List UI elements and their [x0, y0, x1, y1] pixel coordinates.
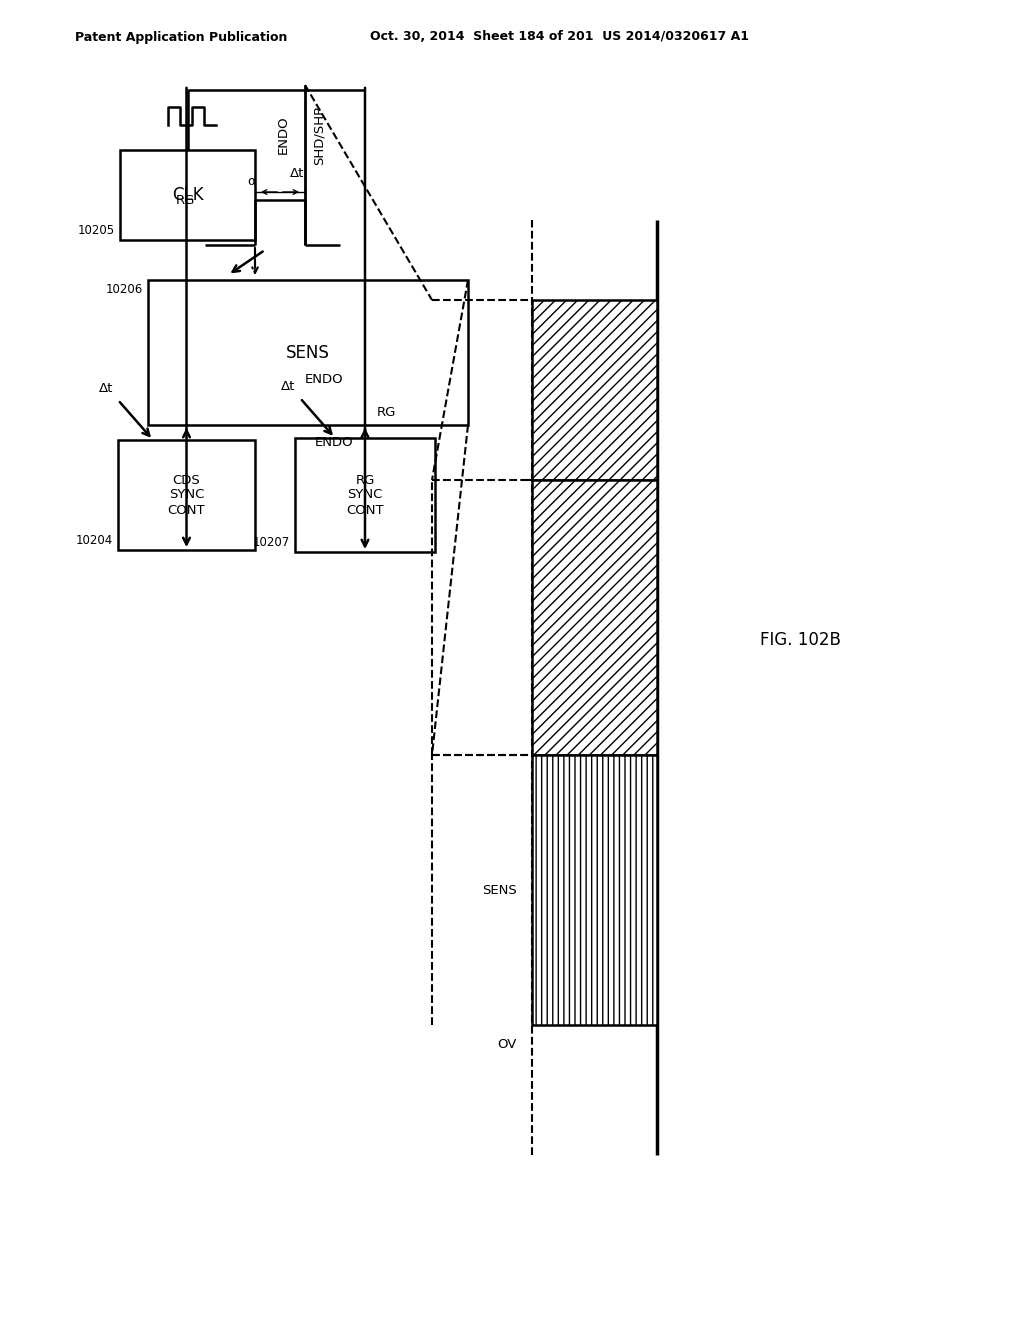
Text: Δt: Δt	[281, 380, 295, 393]
Text: RG
SYNC
CONT: RG SYNC CONT	[346, 474, 384, 516]
Text: 10204: 10204	[76, 535, 113, 546]
Bar	[295, 438, 435, 552]
Text: Δt: Δt	[98, 381, 113, 395]
Text: SHD/SHP: SHD/SHP	[313, 106, 326, 165]
Bar	[148, 280, 468, 425]
Text: 10206: 10206	[105, 282, 143, 296]
Text: CLK: CLK	[172, 186, 204, 205]
Text: 10207: 10207	[253, 536, 290, 549]
Text: Oct. 30, 2014  Sheet 184 of 201  US 2014/0320617 A1: Oct. 30, 2014 Sheet 184 of 201 US 2014/0…	[370, 30, 749, 44]
Text: 10205: 10205	[78, 224, 115, 238]
Text: Δt: Δt	[290, 168, 304, 180]
Text: ENDO: ENDO	[305, 374, 344, 385]
Text: SENS: SENS	[286, 343, 330, 362]
Bar	[532, 480, 657, 755]
Bar	[118, 440, 255, 550]
Text: OV: OV	[498, 1039, 517, 1052]
Text: ENDO: ENDO	[278, 116, 290, 154]
Text: α: α	[248, 176, 256, 187]
Text: SENS: SENS	[482, 883, 517, 896]
Text: ENDO: ENDO	[314, 436, 353, 449]
Bar	[532, 300, 657, 480]
Text: CDS
SYNC
CONT: CDS SYNC CONT	[168, 474, 206, 516]
Bar	[532, 755, 657, 1026]
Text: RG: RG	[377, 405, 396, 418]
Text: FIG. 102B: FIG. 102B	[760, 631, 841, 649]
Bar	[120, 150, 255, 240]
Text: Patent Application Publication: Patent Application Publication	[75, 30, 288, 44]
Text: RG: RG	[176, 194, 195, 206]
